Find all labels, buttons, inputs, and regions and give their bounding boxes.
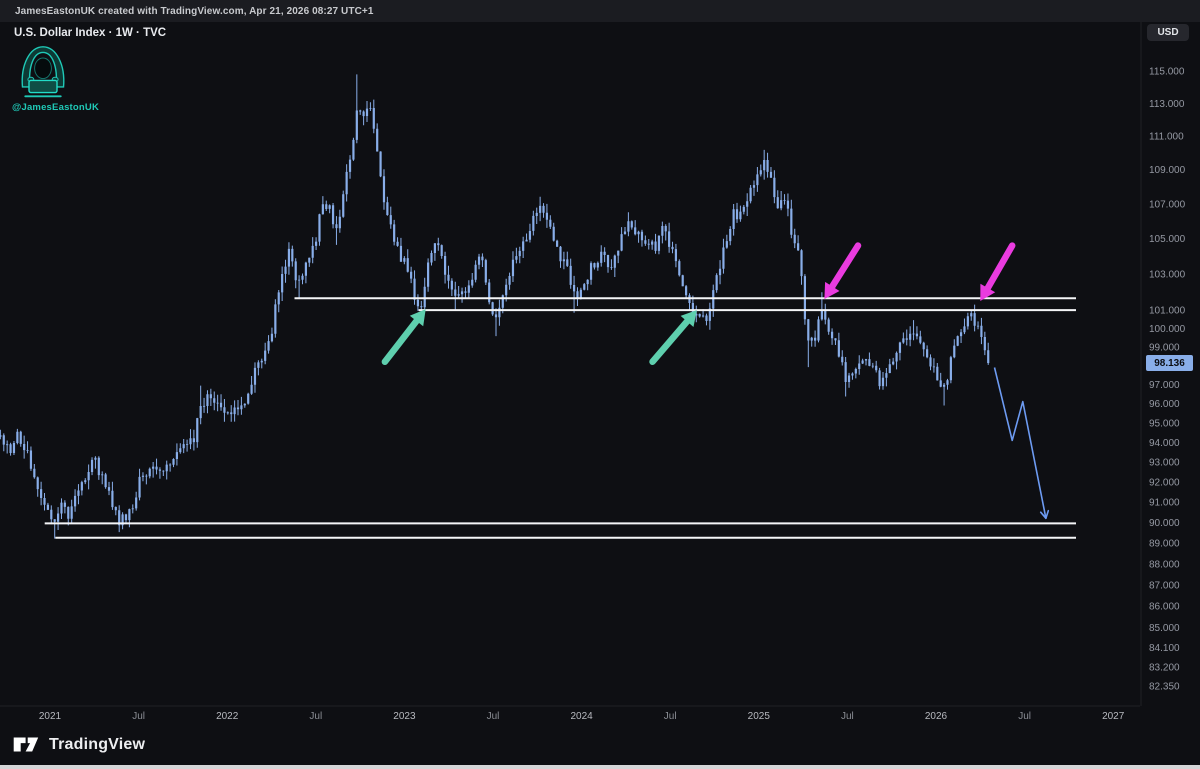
currency-badge[interactable]: USD: [1147, 24, 1189, 41]
time-tick-label: Jul: [309, 711, 322, 722]
symbol-title[interactable]: U.S. Dollar Index · 1W · TVC: [14, 27, 167, 39]
time-tick-label: 2026: [925, 711, 948, 722]
price-tick-label: 113.000: [1149, 99, 1185, 110]
window-bottom-edge: [0, 765, 1200, 769]
watermark-handle: @JamesEastonUK: [12, 102, 100, 113]
price-tick-label: 97.000: [1149, 380, 1180, 391]
price-axis[interactable]: 115.000 113.000 111.000 109.000 107.000 105.0…: [1149, 67, 1186, 693]
tradingview-glyph-icon: [13, 737, 39, 752]
teal-arrow-1[interactable]: [381, 309, 426, 366]
time-tick-label: Jul: [487, 711, 500, 722]
price-tick-label: 87.000: [1149, 580, 1180, 591]
price-tick-label: 101.000: [1149, 306, 1186, 317]
attribution-bar: JamesEastonUK created with TradingView.c…: [0, 0, 1200, 22]
time-tick-label: 2021: [39, 711, 62, 722]
time-tick-label: Jul: [132, 711, 145, 722]
price-tick-label: 89.000: [1149, 539, 1180, 550]
price-tick-label: 99.000: [1149, 342, 1180, 353]
price-tick-label: 91.000: [1149, 498, 1180, 509]
price-tick-label: 82.350: [1149, 682, 1180, 693]
time-tick-label: Jul: [1018, 711, 1031, 722]
price-tick-label: 111.000: [1149, 132, 1184, 143]
price-tick-label: 103.000: [1149, 269, 1186, 280]
price-tick-label: 84.100: [1149, 643, 1180, 654]
price-tick-label: 90.000: [1149, 518, 1180, 529]
price-tick-label: 105.000: [1149, 234, 1186, 245]
time-tick-label: 2022: [216, 711, 239, 722]
time-tick-label: Jul: [664, 711, 677, 722]
price-tick-label: 96.000: [1149, 399, 1180, 410]
time-tick-label: 2025: [748, 711, 771, 722]
candlestick-series: [0, 74, 990, 539]
hooded-hacker-icon: [21, 46, 65, 98]
watermark: @JamesEastonUK: [12, 44, 99, 113]
time-tick-label: 2024: [570, 711, 593, 722]
price-tick-label: 95.000: [1149, 418, 1180, 429]
price-tick-label: 88.000: [1149, 559, 1180, 570]
price-tick-label: 94.000: [1149, 438, 1180, 449]
time-axis[interactable]: 2021 Jul 2022 Jul 2023 Jul 2024 Jul 2025 Jul 2026 J…: [39, 711, 1125, 722]
price-tick-label: 100.000: [1149, 324, 1186, 335]
axis-separators: [0, 22, 1142, 707]
magenta-arrow-1[interactable]: [824, 242, 862, 300]
price-tick-label: 115.000: [1149, 67, 1185, 78]
time-tick-label: 2023: [393, 711, 416, 722]
time-tick-label: 2027: [1102, 711, 1125, 722]
price-tick-label: 92.000: [1149, 477, 1180, 488]
tradingview-brand: TradingView: [49, 735, 146, 753]
last-price-label: 98.136: [1146, 355, 1193, 371]
tradingview-logo[interactable]: TradingView: [13, 735, 145, 754]
price-tick-label: 109.000: [1149, 165, 1186, 176]
price-tick-label: 85.000: [1149, 623, 1180, 634]
price-tick-label: 86.000: [1149, 602, 1180, 613]
bearish-projection-arrow[interactable]: [993, 367, 1050, 520]
price-tick-label: 107.000: [1149, 199, 1186, 210]
teal-arrow-2[interactable]: [649, 310, 697, 366]
time-tick-label: Jul: [841, 711, 854, 722]
magenta-arrow-2[interactable]: [980, 242, 1016, 301]
price-tick-label: 83.200: [1149, 663, 1180, 674]
price-tick-label: 93.000: [1149, 458, 1180, 469]
attribution-text: JamesEastonUK created with TradingView.c…: [15, 5, 374, 17]
